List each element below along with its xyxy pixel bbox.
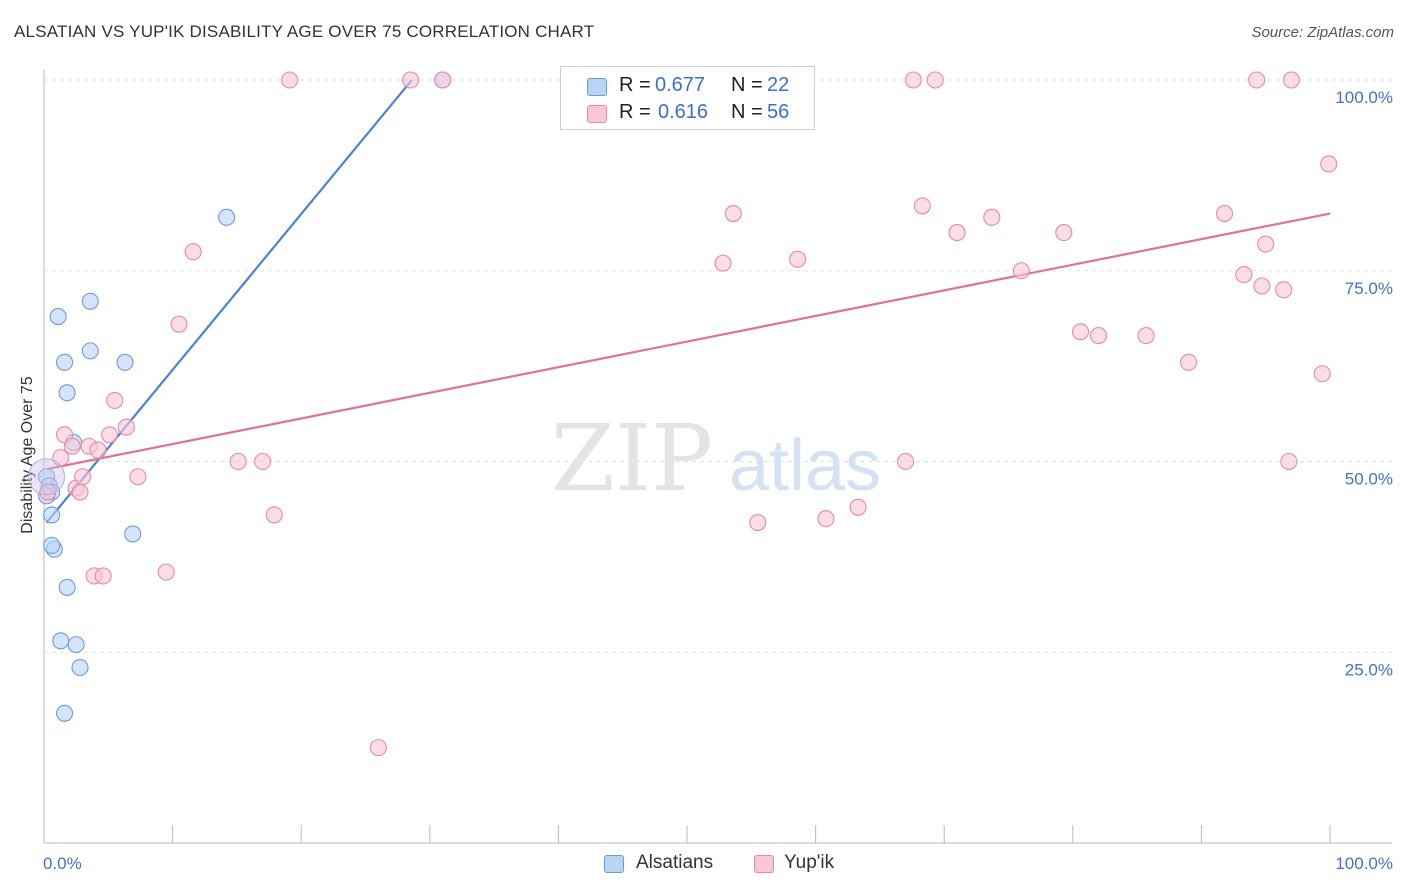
legend-n-label: N = <box>731 101 763 123</box>
data-point-yupik <box>184 243 202 261</box>
y-axis-label: Disability Age Over 75 <box>19 376 36 534</box>
data-point-yupik <box>1137 327 1155 345</box>
data-point-yupik <box>94 567 112 585</box>
data-point-yupik <box>1282 71 1300 89</box>
data-point-yupik <box>101 426 119 444</box>
legend-r-value: 0.677 <box>655 74 706 96</box>
data-point-alsatians <box>124 525 142 543</box>
data-point-yupik <box>926 71 944 89</box>
data-point-yupik <box>897 452 915 471</box>
x-tick-label-max: 100.0% <box>1335 854 1393 873</box>
data-point-alsatians <box>58 578 76 596</box>
watermark-zip: ZIP <box>551 405 713 512</box>
trend-line-alsatians <box>45 79 413 524</box>
data-point-alsatians <box>56 704 74 722</box>
data-points <box>28 71 1338 757</box>
watermark: ZIP atlas <box>551 405 881 512</box>
axes <box>43 70 1392 844</box>
data-point-yupik <box>913 197 931 215</box>
data-point-yupik <box>1089 327 1108 345</box>
data-point-yupik <box>1071 323 1090 341</box>
data-point-yupik <box>281 71 299 89</box>
data-point-yupik <box>117 418 135 436</box>
data-point-alsatians <box>43 506 61 524</box>
bottom-legend-label-yupik: Yup'ik <box>784 852 835 873</box>
data-point-yupik <box>904 71 922 89</box>
data-point-yupik <box>1012 262 1030 280</box>
data-point-yupik <box>1257 235 1275 253</box>
legend-r-label: R = <box>619 101 651 123</box>
data-point-yupik <box>401 71 420 89</box>
y-tick-label: 25.0% <box>1345 660 1393 679</box>
tick-labels: 25.0% 50.0% 75.0% 100.0% 0.0% 100.0% <box>43 88 1393 873</box>
data-point-alsatians <box>218 208 236 226</box>
trend-lines <box>45 79 1331 524</box>
data-point-yupik <box>948 224 966 242</box>
data-point-alsatians <box>49 307 67 326</box>
data-point-alsatians <box>71 658 89 677</box>
data-point-alsatians <box>56 353 74 371</box>
bottom-legend: Alsatians Yup'ik <box>604 851 844 877</box>
data-point-yupik <box>1320 155 1338 173</box>
data-point-yupik <box>1253 277 1271 295</box>
legend-swatch-yupik <box>587 105 607 123</box>
data-point-alsatians <box>116 353 134 371</box>
data-point-yupik <box>74 468 92 486</box>
bottom-legend-label-alsatians: Alsatians <box>636 852 714 873</box>
data-point-yupik <box>714 254 732 272</box>
legend-swatch-alsatians <box>587 78 607 96</box>
data-point-yupik <box>229 452 247 471</box>
data-point-yupik <box>369 739 387 757</box>
data-point-yupik <box>1055 224 1073 242</box>
source-label: Source: ZipAtlas.com <box>1251 24 1394 41</box>
legend-r-label: R = <box>619 74 651 96</box>
chart-title: ALSATIAN VS YUP'IK DISABILITY AGE OVER 7… <box>14 22 595 41</box>
trend-line-yupik <box>46 212 1331 471</box>
data-point-yupik <box>254 452 272 471</box>
data-point-yupik <box>1235 266 1253 284</box>
data-point-yupik <box>170 315 188 333</box>
data-point-yupik <box>71 483 89 501</box>
bottom-legend-swatch-yupik <box>754 855 774 873</box>
legend-n-label: N = <box>731 74 763 96</box>
data-point-alsatians <box>43 536 61 554</box>
data-point-yupik <box>724 204 742 223</box>
data-point-yupik <box>1280 452 1298 471</box>
data-point-alsatians <box>67 636 85 654</box>
data-point-yupik <box>265 506 283 524</box>
stats-legend: R = 0.677 N = 22 R = 0.616 N = 56 <box>560 66 815 130</box>
data-point-yupik <box>106 391 124 410</box>
data-point-yupik <box>817 510 835 528</box>
x-tick-label-min: 0.0% <box>43 854 82 873</box>
data-point-alsatians <box>52 632 70 650</box>
data-point-yupik <box>63 437 81 455</box>
y-tick-label: 50.0% <box>1345 470 1393 489</box>
legend-n-value: 22 <box>767 74 790 96</box>
data-point-yupik <box>1215 204 1234 223</box>
data-point-yupik <box>983 208 1001 226</box>
data-point-alsatians <box>81 342 99 360</box>
data-point-alsatians <box>58 384 76 402</box>
data-point-yupik <box>129 468 147 486</box>
data-point-yupik <box>1179 353 1198 371</box>
data-point-alsatians <box>81 292 99 310</box>
legend-r-value: 0.616 <box>658 101 709 123</box>
data-point-yupik <box>749 513 767 532</box>
data-point-yupik <box>1275 281 1293 299</box>
watermark-atlas: atlas <box>729 426 881 506</box>
data-point-yupik <box>1313 365 1331 383</box>
data-point-yupik <box>1248 71 1266 89</box>
y-tick-label: 100.0% <box>1335 88 1393 107</box>
data-point-yupik <box>434 71 452 89</box>
data-point-cluster <box>28 458 66 496</box>
data-point-yupik <box>789 250 807 268</box>
legend-n-value: 56 <box>767 101 790 123</box>
bottom-legend-swatch-alsatians <box>604 855 624 873</box>
data-point-yupik <box>849 498 867 516</box>
data-point-yupik <box>157 563 175 581</box>
data-point-yupik <box>89 441 107 459</box>
y-tick-label: 75.0% <box>1345 279 1393 298</box>
